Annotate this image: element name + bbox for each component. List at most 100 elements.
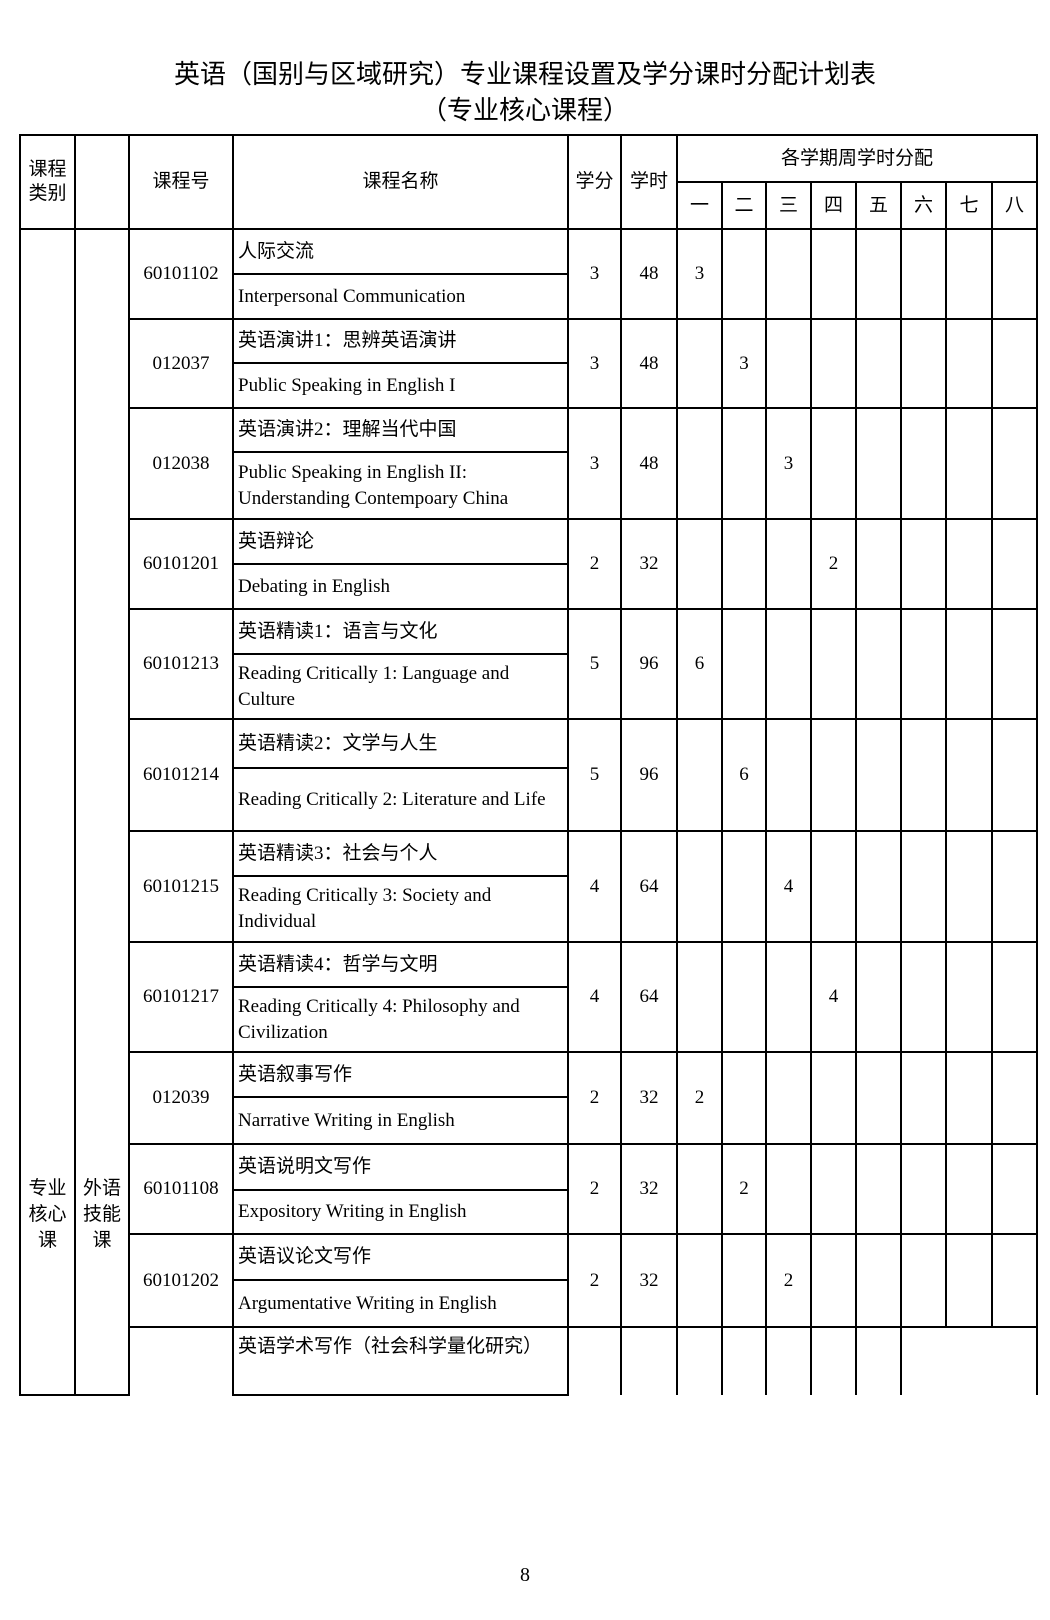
- course-name-en: Reading Critically 3: Society and Indivi…: [232, 875, 569, 943]
- semester-cell-1: [676, 1143, 723, 1235]
- semester-cell-7: [945, 718, 993, 832]
- semester-cell-1: [676, 1326, 723, 1395]
- course-hours: 32: [620, 1051, 678, 1145]
- course-code: 012039: [128, 1051, 234, 1145]
- semester-cell-2: 6: [721, 718, 767, 832]
- course-name-cn: 英语演讲1：思辨英语演讲: [232, 318, 569, 364]
- course-name-en: Public Speaking in English II: Understan…: [232, 451, 569, 520]
- course-code: 012037: [128, 318, 234, 409]
- course-name-cn: 英语精读3：社会与个人: [232, 830, 569, 877]
- semester-cell-5: [855, 718, 902, 832]
- semester-cell-3: [765, 718, 812, 832]
- semester-cell-3: 4: [765, 830, 812, 943]
- header-semester-5: 五: [855, 181, 902, 230]
- semester-cell-8: [990, 941, 1039, 1053]
- semester-cell-3: 2: [765, 1233, 812, 1328]
- course-name-en: Reading Critically 4: Philosophy and Civ…: [232, 986, 569, 1053]
- semester-cell-1: [676, 718, 723, 832]
- course-credits: 2: [567, 1051, 622, 1145]
- course-hours: 64: [620, 941, 678, 1053]
- header-semester-3: 三: [765, 181, 812, 230]
- course-name-cn: 英语精读2：文学与人生: [232, 718, 569, 769]
- semester-cell-2: [721, 228, 767, 320]
- table-row: 60101215 英语精读3：社会与个人 4 64 4: [20, 830, 1039, 943]
- semester-cell-5: [855, 407, 902, 520]
- semester-cell-6: [900, 608, 947, 720]
- semester-cell-6: [900, 718, 947, 832]
- header-semester-7: 七: [945, 181, 993, 230]
- course-name-en: Reading Critically 2: Literature and Lif…: [232, 767, 569, 832]
- semester-cell-1: [676, 830, 723, 943]
- table-row: 英语学术写作（社会科学量化研究）: [20, 1326, 1039, 1396]
- semester-cell-1: 2: [676, 1051, 723, 1145]
- course-name-cn: 人际交流: [232, 228, 569, 275]
- course-hours: 32: [620, 518, 678, 610]
- header-category: 课程类别: [19, 134, 76, 230]
- course-hours: [620, 1326, 678, 1395]
- course-code: 60101201: [128, 518, 234, 610]
- course-code: [128, 1326, 234, 1395]
- table-row: 012038 英语演讲2：理解当代中国 3 48 3: [20, 407, 1039, 520]
- course-name-cn: 英语演讲2：理解当代中国: [232, 407, 569, 453]
- header-credits: 学分: [567, 134, 622, 230]
- table-row: 专业核心课 外语技能课 60101102 人际交流 3 48 3: [19, 228, 1039, 1396]
- semester-cell-2: [721, 407, 767, 520]
- semester-cell-7: [945, 608, 993, 720]
- semester-cell-6-8: [899, 1326, 1039, 1395]
- semester-cell-2: 2: [721, 1143, 767, 1235]
- semester-cell-6: [900, 941, 947, 1053]
- course-name-en: Public Speaking in English I: [232, 362, 569, 409]
- course-name-cn: 英语议论文写作: [232, 1233, 569, 1281]
- semester-cell-7: [945, 1051, 993, 1145]
- header-semester-group: 各学期周学时分配: [675, 134, 1039, 183]
- course-credits: 2: [567, 1143, 622, 1235]
- course-code: 60101202: [128, 1233, 234, 1328]
- subcategory-cell: 外语技能课: [74, 228, 130, 1396]
- semester-cell-5: [855, 1051, 902, 1145]
- table-row: 012039 英语叙事写作 2 32 2: [20, 1051, 1039, 1145]
- course-hours: 32: [620, 1143, 678, 1235]
- course-code: 60101215: [128, 830, 234, 943]
- course-credits: 5: [567, 718, 622, 832]
- semester-cell-5: [855, 1143, 902, 1235]
- course-table: 课程类别 课程号 课程名称 学分 学时 各学期周学时分配 一二三四五六七八 专业…: [19, 134, 1039, 1396]
- header-subcategory: [74, 134, 130, 230]
- semester-cell-2: [721, 941, 767, 1053]
- semester-cell-4: [810, 1326, 857, 1395]
- course-code: 60101214: [128, 718, 234, 832]
- semester-cell-5: [855, 1233, 902, 1328]
- semester-cell-3: [765, 1326, 812, 1395]
- semester-cell-8: [990, 1233, 1039, 1328]
- semester-cell-7: [945, 1233, 993, 1328]
- semester-cell-1: [676, 518, 723, 610]
- page-title: 英语（国别与区域研究）专业课程设置及学分课时分配计划表: [173, 60, 876, 89]
- semester-cell-8: [990, 518, 1039, 610]
- table-row: 60101213 英语精读1：语言与文化 5 96 6: [20, 608, 1039, 720]
- category-cell: 专业核心课: [19, 228, 76, 1396]
- semester-cell-5: [855, 608, 902, 720]
- semester-cell-4: [810, 1233, 857, 1328]
- course-hours: 64: [620, 830, 678, 943]
- semester-cell-3: [765, 228, 812, 320]
- course-credits: 4: [567, 941, 622, 1053]
- semester-cell-7: [945, 228, 993, 320]
- course-name-cn: 英语学术写作（社会科学量化研究）: [232, 1326, 569, 1396]
- semester-cell-3: [765, 1143, 812, 1235]
- course-credits: 2: [567, 1233, 622, 1328]
- course-name-en: Debating in English: [232, 563, 569, 610]
- semester-cell-8: [990, 608, 1039, 720]
- table-row-en: Reading Critically 2: Literature and Lif…: [20, 767, 1037, 832]
- semester-cell-3: [765, 608, 812, 720]
- header-semester-6: 六: [900, 181, 947, 230]
- semester-cell-7: [945, 830, 993, 943]
- table-row-en: Reading Critically 1: Language and Cultu…: [20, 653, 1037, 720]
- semester-cell-2: [721, 1233, 767, 1328]
- semester-cell-6: [900, 518, 947, 610]
- table-row-en: Public Speaking in English I: [20, 362, 1037, 409]
- semester-cell-6: [900, 318, 947, 409]
- semester-cell-5: [855, 941, 902, 1053]
- semester-cell-8: [990, 830, 1039, 943]
- semester-cell-1: 6: [676, 608, 723, 720]
- table-row: 60101217 英语精读4：哲学与文明 4 64 4: [20, 941, 1039, 1053]
- page-number: 8: [520, 1564, 530, 1586]
